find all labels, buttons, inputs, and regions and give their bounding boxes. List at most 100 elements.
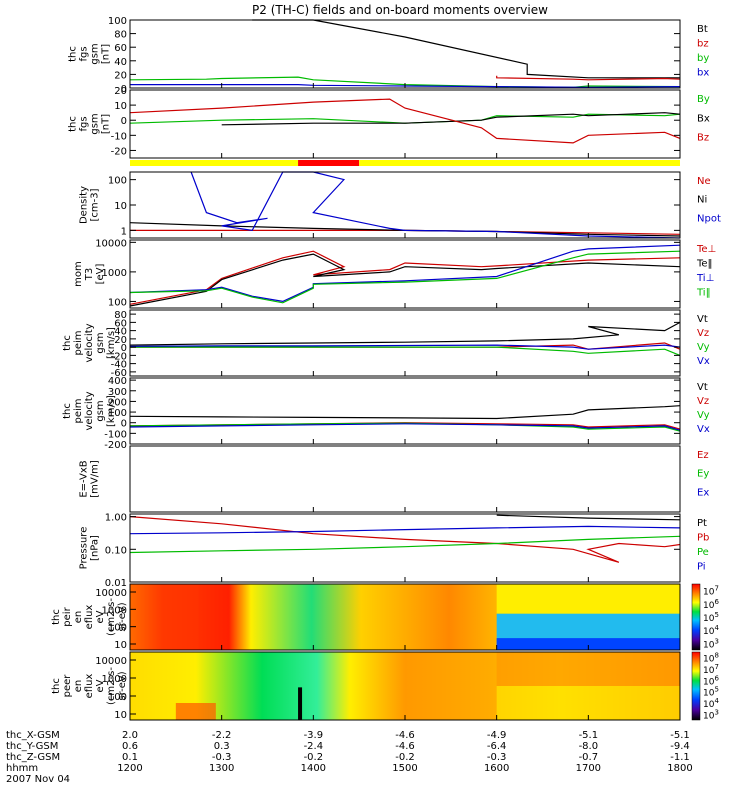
y-tick-label: -20 bbox=[111, 146, 127, 157]
series-line-vx bbox=[129, 344, 681, 350]
y-tick-label: 10000 bbox=[95, 588, 127, 599]
y-tick-label: 200 bbox=[108, 397, 127, 408]
x-axis-row-label: thc_Y-GSM bbox=[6, 741, 58, 752]
x-tick-label: -0.2 bbox=[395, 752, 415, 763]
series-line-bx bbox=[221, 112, 681, 126]
y-tick-label: -100 bbox=[104, 429, 127, 440]
x-tick-label: 1300 bbox=[209, 763, 234, 774]
y-tick-label: 0.01 bbox=[105, 578, 127, 589]
y-axis-label: Density bbox=[79, 186, 90, 224]
spectrogram-band bbox=[496, 584, 680, 614]
series-line-pe bbox=[129, 535, 681, 554]
y-tick-label: 100 bbox=[108, 297, 127, 308]
y-axis-label: gsm bbox=[90, 113, 101, 134]
y-tick-label: 0 bbox=[121, 419, 127, 430]
y-tick-label: 0 bbox=[121, 343, 127, 354]
series-line-bx bbox=[130, 83, 681, 88]
series-line-vx bbox=[129, 423, 681, 431]
y-axis-label: thc bbox=[62, 403, 73, 419]
legend-te⊥: Te⊥ bbox=[696, 244, 716, 255]
y-tick-label: 100 bbox=[108, 408, 127, 419]
y-tick-label: 10000 bbox=[95, 238, 127, 249]
x-tick-label: -3.9 bbox=[304, 730, 324, 741]
x-tick-label: -8.0 bbox=[579, 741, 599, 752]
panel-frame bbox=[129, 89, 681, 159]
y-axis-label: [nPa] bbox=[90, 535, 101, 561]
y-tick-label: 1000 bbox=[102, 674, 127, 685]
legend-by: By bbox=[697, 94, 710, 105]
panel-2: 1 10 100 Ne Ni Npot Density [cm-3] bbox=[79, 171, 721, 239]
y-axis-label: velocity bbox=[84, 323, 95, 362]
spectrogram-band bbox=[130, 584, 199, 650]
legend-ti⊥: Ti⊥ bbox=[696, 273, 714, 284]
spectrogram-band bbox=[496, 686, 680, 720]
legend-ni: Ni bbox=[697, 195, 707, 206]
x-tick-label: 1700 bbox=[576, 763, 601, 774]
y-tick-label: 1 bbox=[121, 226, 127, 237]
y-tick-label: 20 bbox=[114, 86, 127, 97]
series-line-vt bbox=[129, 405, 681, 420]
x-tick-label: 1600 bbox=[484, 763, 509, 774]
y-axis-label: (cm2-s- bbox=[106, 598, 117, 636]
colorbar-label: 104 bbox=[703, 624, 719, 637]
panel-1: -20 -10 0 10 20 By Bx Bz thc fgs gsm [nT] bbox=[68, 86, 710, 159]
x-tick-label: 1200 bbox=[117, 763, 142, 774]
y-tick-label: 60 bbox=[114, 318, 127, 329]
series-line-te⊥ bbox=[129, 250, 681, 305]
legend-pt: Pt bbox=[697, 518, 707, 529]
x-tick-label: -5.1 bbox=[579, 730, 599, 741]
y-axis-label: [km/s] bbox=[106, 327, 117, 359]
bar-strip-segment bbox=[298, 160, 360, 166]
legend-ti‖: Ti‖ bbox=[696, 288, 711, 299]
colorbar bbox=[691, 583, 701, 651]
panel-6: Ez Ey Ex E=-VxB [mV/m] bbox=[79, 445, 709, 513]
y-axis-label: mom bbox=[73, 261, 84, 287]
y-tick-label: 10000 bbox=[95, 656, 127, 667]
y-tick-label: -10 bbox=[111, 131, 127, 142]
date-label: 2007 Nov 04 bbox=[6, 774, 70, 785]
colorbar-label: 107 bbox=[703, 585, 719, 598]
legend-bx: Bx bbox=[697, 113, 710, 124]
legend-ey: Ey bbox=[697, 469, 709, 480]
series-line-bz bbox=[129, 98, 681, 144]
y-tick-label: 1000 bbox=[102, 268, 127, 279]
x-tick-label: -0.3 bbox=[487, 752, 507, 763]
legend-vz: Vz bbox=[697, 328, 709, 339]
series-line-vy bbox=[130, 346, 681, 356]
legend-ne: Ne bbox=[697, 176, 711, 187]
legend-vt: Vt bbox=[697, 382, 708, 393]
y-axis-label: gsm bbox=[95, 332, 106, 353]
series-line-pi bbox=[129, 525, 681, 535]
y-tick-label: -60 bbox=[111, 368, 127, 379]
spectrogram-band bbox=[496, 652, 680, 686]
legend-pi: Pi bbox=[697, 562, 706, 573]
y-axis-label: eV bbox=[95, 679, 106, 692]
y-tick-label: 10 bbox=[114, 640, 127, 651]
colorbar-label: 103 bbox=[703, 637, 719, 650]
y-axis-label: [eV] bbox=[95, 264, 106, 285]
y-axis-label: gsm bbox=[90, 43, 101, 64]
y-axis-label: T3 bbox=[84, 268, 95, 281]
y-tick-label: -200 bbox=[104, 440, 127, 451]
x-tick-label: 0.3 bbox=[214, 741, 230, 752]
y-axis-label: fgs bbox=[79, 116, 90, 131]
x-tick-label: 0.1 bbox=[122, 752, 138, 763]
y-tick-label: -20 bbox=[111, 351, 127, 362]
colorbar-label: 106 bbox=[703, 598, 719, 611]
x-tick-label: 0.6 bbox=[122, 741, 138, 752]
y-axis-label: thc bbox=[68, 116, 79, 132]
series-line-vt bbox=[129, 321, 681, 346]
panel-frame bbox=[129, 239, 681, 309]
chart-title: P2 (TH-C) fields and on-board moments ov… bbox=[252, 3, 548, 17]
panel-frame bbox=[129, 445, 681, 513]
spectrogram-band bbox=[175, 703, 216, 720]
y-tick-label: 1000 bbox=[102, 605, 127, 616]
y-tick-label: 80 bbox=[114, 310, 127, 321]
y-axis-label: [mV/m] bbox=[90, 460, 101, 498]
panel-frame bbox=[129, 377, 681, 445]
y-tick-label: 0 bbox=[121, 84, 127, 95]
